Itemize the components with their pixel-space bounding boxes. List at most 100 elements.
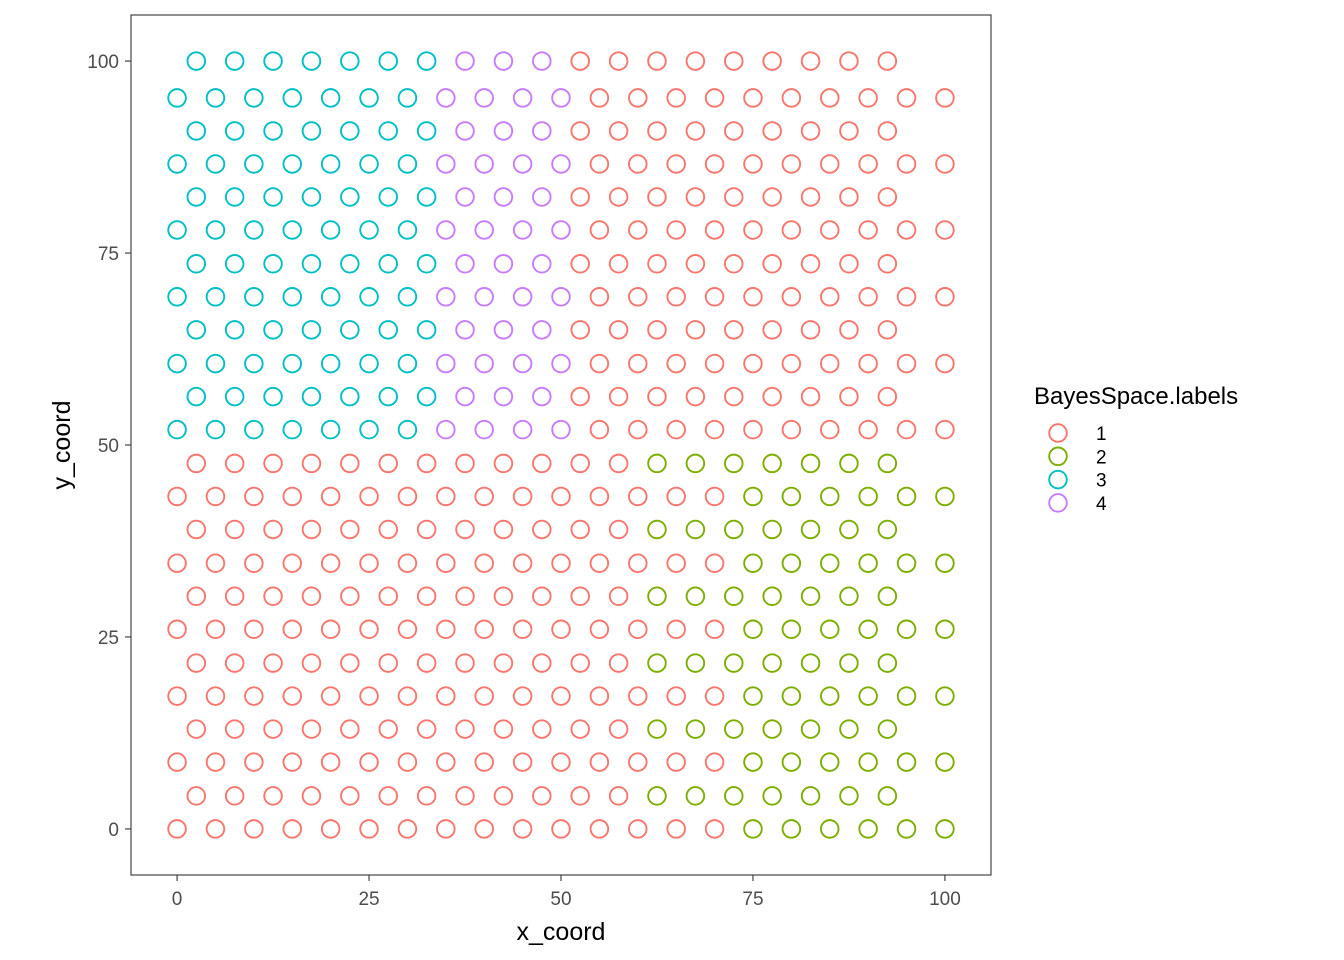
point-cluster-2 (935, 486, 955, 507)
point-cluster-1 (685, 386, 706, 407)
point-cluster-3 (263, 187, 283, 207)
point-cluster-3 (167, 220, 187, 240)
point-cluster-3 (359, 419, 379, 440)
point-cluster-1 (724, 121, 744, 141)
point-cluster-3 (205, 154, 226, 174)
point-cluster-2 (781, 819, 802, 839)
point-cluster-3 (359, 287, 379, 307)
point-cluster-4 (512, 353, 533, 374)
point-cluster-1 (301, 719, 322, 739)
point-cluster-1 (743, 154, 763, 174)
point-cluster-3 (244, 353, 264, 374)
point-cluster-3 (167, 419, 187, 440)
point-cluster-4 (436, 154, 456, 174)
point-cluster-1 (244, 686, 264, 706)
point-cluster-3 (186, 51, 207, 71)
point-cluster-1 (877, 320, 898, 340)
point-cluster-1 (628, 553, 648, 574)
point-cluster-3 (320, 154, 341, 174)
point-cluster-3 (397, 88, 418, 108)
point-cluster-1 (800, 254, 821, 274)
point-cluster-3 (205, 88, 226, 108)
point-cluster-1 (570, 187, 590, 207)
point-cluster-2 (935, 686, 955, 706)
point-cluster-1 (359, 553, 379, 574)
point-cluster-3 (416, 121, 437, 141)
point-cluster-1 (743, 287, 763, 307)
point-cluster-2 (724, 719, 744, 739)
point-cluster-1 (628, 287, 648, 307)
point-cluster-1 (589, 819, 610, 839)
point-cluster-1 (455, 519, 475, 540)
point-cluster-1 (474, 619, 494, 640)
point-cluster-3 (301, 386, 322, 407)
point-cluster-1 (359, 819, 379, 839)
point-cluster-1 (263, 519, 283, 540)
point-cluster-2 (877, 653, 898, 673)
point-cluster-1 (896, 154, 917, 174)
point-cluster-2 (820, 486, 840, 507)
point-cluster-1 (896, 419, 917, 440)
point-cluster-3 (320, 220, 341, 240)
point-cluster-1 (359, 752, 379, 772)
y-tick-label: 100 (87, 52, 119, 73)
point-cluster-3 (359, 353, 379, 374)
point-cluster-1 (666, 287, 686, 307)
point-cluster-2 (896, 752, 917, 772)
point-cluster-1 (781, 220, 802, 240)
legend-label-3: 3 (1096, 471, 1107, 492)
point-cluster-1 (724, 320, 744, 340)
point-cluster-1 (436, 553, 456, 574)
point-cluster-1 (589, 553, 610, 574)
y-tick-label: 0 (108, 820, 119, 841)
point-cluster-4 (493, 320, 514, 340)
point-cluster-1 (858, 154, 878, 174)
point-cluster-1 (474, 553, 494, 574)
legend-key-1 (1048, 423, 1068, 443)
point-cluster-2 (896, 619, 917, 640)
point-cluster-4 (436, 287, 456, 307)
point-cluster-1 (666, 619, 686, 640)
point-cluster-2 (877, 786, 898, 806)
legend-entries: 12 34 (1048, 423, 1107, 515)
point-cluster-4 (474, 88, 494, 108)
x-tick-label: 100 (929, 889, 961, 910)
point-cluster-1 (570, 519, 590, 540)
point-cluster-2 (685, 453, 706, 474)
point-cluster-1 (378, 786, 398, 806)
point-cluster-2 (647, 586, 667, 607)
point-cluster-1 (743, 419, 763, 440)
point-cluster-1 (935, 88, 955, 108)
point-cluster-1 (397, 486, 418, 507)
point-cluster-1 (628, 819, 648, 839)
point-cluster-1 (647, 320, 667, 340)
point-cluster-4 (455, 51, 475, 71)
point-cluster-4 (551, 353, 571, 374)
point-cluster-1 (704, 553, 725, 574)
point-cluster-3 (301, 51, 322, 71)
point-cluster-1 (608, 320, 629, 340)
point-cluster-1 (628, 686, 648, 706)
point-cluster-1 (877, 51, 898, 71)
point-cluster-3 (244, 88, 264, 108)
point-cluster-1 (820, 154, 840, 174)
point-cluster-2 (781, 553, 802, 574)
point-cluster-2 (839, 719, 859, 739)
point-cluster-1 (589, 619, 610, 640)
point-cluster-1 (781, 419, 802, 440)
point-cluster-1 (455, 786, 475, 806)
point-cluster-1 (608, 386, 629, 407)
point-cluster-3 (167, 154, 187, 174)
point-cluster-2 (935, 752, 955, 772)
point-cluster-1 (762, 386, 782, 407)
point-cluster-4 (493, 121, 514, 141)
point-cluster-1 (224, 653, 245, 673)
point-cluster-1 (896, 287, 917, 307)
point-cluster-1 (570, 786, 590, 806)
point-cluster-2 (839, 453, 859, 474)
point-cluster-1 (589, 154, 610, 174)
point-cluster-2 (800, 653, 821, 673)
point-cluster-1 (436, 819, 456, 839)
point-cluster-1 (167, 619, 187, 640)
point-cluster-4 (532, 187, 552, 207)
